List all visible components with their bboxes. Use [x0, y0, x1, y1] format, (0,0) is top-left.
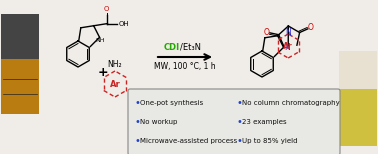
Text: •: •	[237, 98, 243, 108]
Text: Up to 85% yield: Up to 85% yield	[242, 138, 297, 144]
Text: No workup: No workup	[140, 119, 177, 125]
Text: +: +	[98, 65, 108, 79]
Text: •: •	[237, 117, 243, 127]
Text: O: O	[264, 28, 270, 37]
Text: MW, 100 °C, 1 h: MW, 100 °C, 1 h	[154, 61, 216, 71]
FancyBboxPatch shape	[1, 14, 39, 59]
FancyBboxPatch shape	[339, 51, 377, 89]
FancyBboxPatch shape	[128, 89, 340, 154]
FancyBboxPatch shape	[1, 14, 39, 114]
FancyBboxPatch shape	[339, 89, 377, 146]
Text: /Et₃N: /Et₃N	[180, 43, 201, 51]
FancyBboxPatch shape	[1, 59, 39, 114]
Text: No column chromatography: No column chromatography	[242, 100, 340, 106]
Text: CDI: CDI	[164, 43, 180, 51]
Text: •: •	[237, 136, 243, 146]
Text: NH: NH	[96, 38, 105, 43]
Text: O: O	[308, 23, 313, 32]
Text: •: •	[135, 136, 141, 146]
Text: 23 examples: 23 examples	[242, 119, 287, 125]
Text: N: N	[285, 43, 290, 52]
Text: •: •	[135, 98, 141, 108]
Text: N: N	[285, 28, 291, 37]
Text: One-pot synthesis: One-pot synthesis	[140, 100, 203, 106]
Text: Ar: Ar	[110, 79, 120, 89]
FancyBboxPatch shape	[339, 51, 377, 146]
Text: •: •	[135, 117, 141, 127]
Text: Ar: Ar	[284, 42, 293, 51]
Text: OH: OH	[118, 21, 129, 27]
Text: NH₂: NH₂	[108, 59, 122, 69]
Text: Microwave-assisted process: Microwave-assisted process	[140, 138, 237, 144]
Text: O: O	[104, 6, 109, 12]
